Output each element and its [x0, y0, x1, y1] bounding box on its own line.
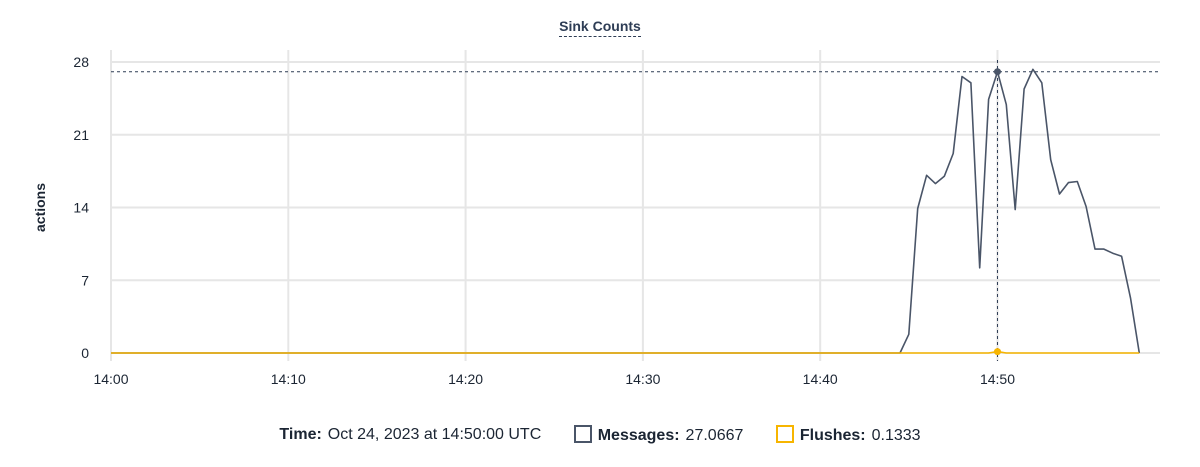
messages-label: Messages: — [597, 427, 680, 444]
chart-title: Sink Counts — [0, 18, 1200, 37]
messages-value: 27.0667 — [685, 427, 744, 444]
x-tick-label: 14:10 — [271, 371, 306, 387]
flushes-value: 0.1333 — [871, 427, 921, 444]
chart-title-text: Sink Counts — [559, 18, 641, 37]
y-tick-label: 7 — [81, 272, 89, 288]
series-line-flushes — [111, 350, 1140, 354]
y-axis-label: actions — [32, 183, 48, 232]
x-tick-label: 14:00 — [93, 371, 128, 387]
flushes-swatch-icon — [775, 425, 794, 443]
legend-flushes[interactable]: Flushes: 0.1333 — [775, 425, 921, 445]
x-tick-label: 14:30 — [625, 371, 660, 387]
y-tick-label: 14 — [73, 200, 89, 216]
time-value: Oct 24, 2023 at 14:50:00 UTC — [327, 426, 542, 443]
series-line-messages — [111, 68, 1141, 354]
messages-swatch-icon — [573, 425, 592, 443]
x-tick-label: 14:40 — [803, 371, 838, 387]
y-tick-label: 0 — [81, 345, 89, 361]
flushes-label: Flushes: — [799, 427, 866, 444]
legend-time: Time: Oct 24, 2023 at 14:50:00 UTC — [279, 426, 541, 444]
legend-messages[interactable]: Messages: 27.0667 — [573, 425, 744, 445]
hover-point-messages — [993, 68, 1001, 76]
time-label: Time: — [279, 426, 322, 443]
tooltip-legend: Time: Oct 24, 2023 at 14:50:00 UTC Messag… — [0, 425, 1200, 445]
hover-point-flushes — [993, 348, 1001, 356]
x-tick-label: 14:50 — [980, 371, 1015, 387]
y-tick-label: 21 — [73, 127, 89, 143]
x-tick-label: 14:20 — [448, 371, 483, 387]
sink-counts-chart[interactable]: 0 7 14 21 28 14:00 14:10 14:20 14:30 14:40 14:50 ac… — [0, 0, 1200, 410]
y-tick-label: 28 — [73, 54, 89, 70]
